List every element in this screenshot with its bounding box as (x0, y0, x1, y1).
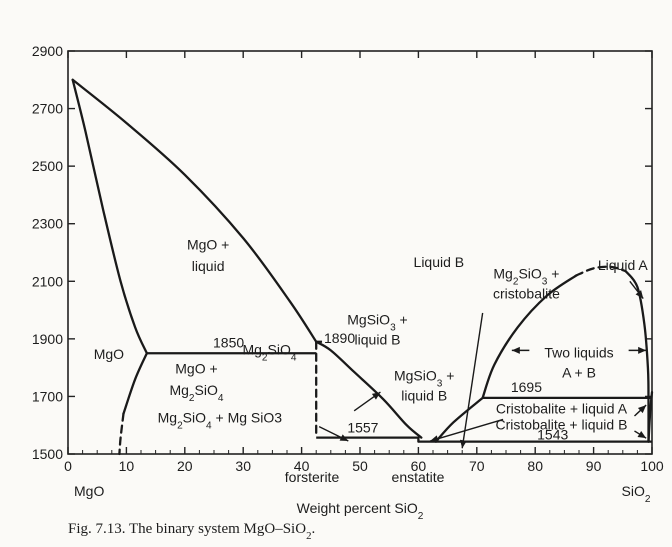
label-arrow (461, 312, 484, 449)
arrow-head (638, 346, 647, 354)
phase-boundaries (71, 78, 654, 456)
region-label: 1543 (537, 427, 568, 443)
region-label: MgSiO3 + (394, 368, 454, 390)
region-labels: MgO + liquid MgO 1850 MgO + Mg2SiO4 Mg2SiO4 189… (94, 237, 649, 443)
arrow-head (339, 434, 349, 442)
region-label: liquid (192, 258, 225, 274)
region-label: MgSiO3 + (347, 311, 407, 333)
y-tick-label: 1500 (32, 446, 63, 462)
region-label: Two liquids (544, 345, 613, 361)
x-axis-label: Weight percent SiO2 (297, 500, 424, 522)
region-label: Liquid A (598, 257, 648, 273)
boundary-curve (315, 340, 423, 439)
region-label: Cristobalite + liquid B (496, 417, 628, 433)
arrow-head (459, 439, 467, 449)
region-label: MgO (94, 346, 124, 362)
y-tick-label: 2500 (32, 158, 63, 174)
boundary-curve (118, 412, 125, 456)
region-label: liquid B (401, 388, 447, 404)
label-arrows (318, 280, 647, 449)
y-tick-label: 2100 (32, 273, 63, 289)
isotherm-lines (146, 340, 652, 443)
enstatite-label: enstatite (392, 469, 445, 485)
y-tick-label: 1700 (32, 388, 63, 404)
arrow-head (635, 290, 644, 299)
x-tick-label: 90 (586, 458, 602, 474)
region-label: 1695 (511, 379, 542, 395)
boundary-curve (71, 78, 148, 355)
x-tick-label: 70 (469, 458, 485, 474)
region-label: Mg2SiO3 + (493, 265, 559, 287)
x-tick-label: 0 (64, 458, 72, 474)
x-tick-label: 60 (411, 458, 427, 474)
plot-frame (67, 50, 653, 455)
y-tick-label: 2700 (32, 101, 63, 117)
boundary-curve (624, 270, 650, 443)
region-label: Mg2SiO4 + Mg SiO3 (158, 409, 283, 431)
boundary-curve (122, 352, 148, 415)
region-label: A + B (562, 365, 596, 381)
x-tick-label: 50 (352, 458, 368, 474)
arrow-head (637, 430, 647, 439)
boundary-curve (71, 78, 318, 343)
region-label: 1557 (347, 419, 378, 435)
region-label: Mg2SiO4 (242, 342, 296, 364)
y-tick-label: 1900 (32, 331, 63, 347)
forsterite-label: forsterite (285, 469, 340, 485)
region-label: 1890 (324, 330, 355, 346)
region-label: Liquid B (414, 254, 465, 270)
region-label: MgO + (175, 360, 217, 376)
arrow-head (371, 392, 381, 400)
region-label: Cristobalite + liquid A (496, 401, 628, 417)
arrow-head (637, 405, 647, 414)
x-tick-label: 10 (119, 458, 135, 474)
boundary-curve (647, 390, 654, 443)
end-member-mgo: MgO (74, 483, 104, 499)
arrow-head (430, 435, 439, 443)
y-tick-label: 2900 (32, 43, 63, 59)
boundary-curve (434, 396, 484, 443)
boundary-curve (574, 265, 627, 277)
end-member-sio2: SiO2 (622, 483, 651, 505)
region-label: liquid B (355, 332, 401, 348)
region-label: cristobalite (493, 286, 560, 302)
x-tick-label: 30 (235, 458, 251, 474)
label-arrow (429, 418, 504, 442)
x-tick-label: 100 (640, 458, 664, 474)
region-label: 1850 (213, 334, 244, 350)
y-tick-label: 2300 (32, 216, 63, 232)
figure-caption: Fig. 7.13. The binary system MgO–SiO2. (68, 521, 315, 542)
boundary-curve (481, 274, 578, 400)
x-tick-label: 20 (177, 458, 193, 474)
region-label: Mg2SiO4 (169, 382, 223, 404)
arrow-head (511, 346, 520, 354)
x-tick-label: 80 (527, 458, 543, 474)
region-label: MgO + (187, 237, 229, 253)
axis-ticks: 0 10 20 30 40 50 60 70 80 90 100 1500 1700 1900 2100 23… (32, 43, 664, 474)
x-tick-label: 40 (294, 458, 310, 474)
